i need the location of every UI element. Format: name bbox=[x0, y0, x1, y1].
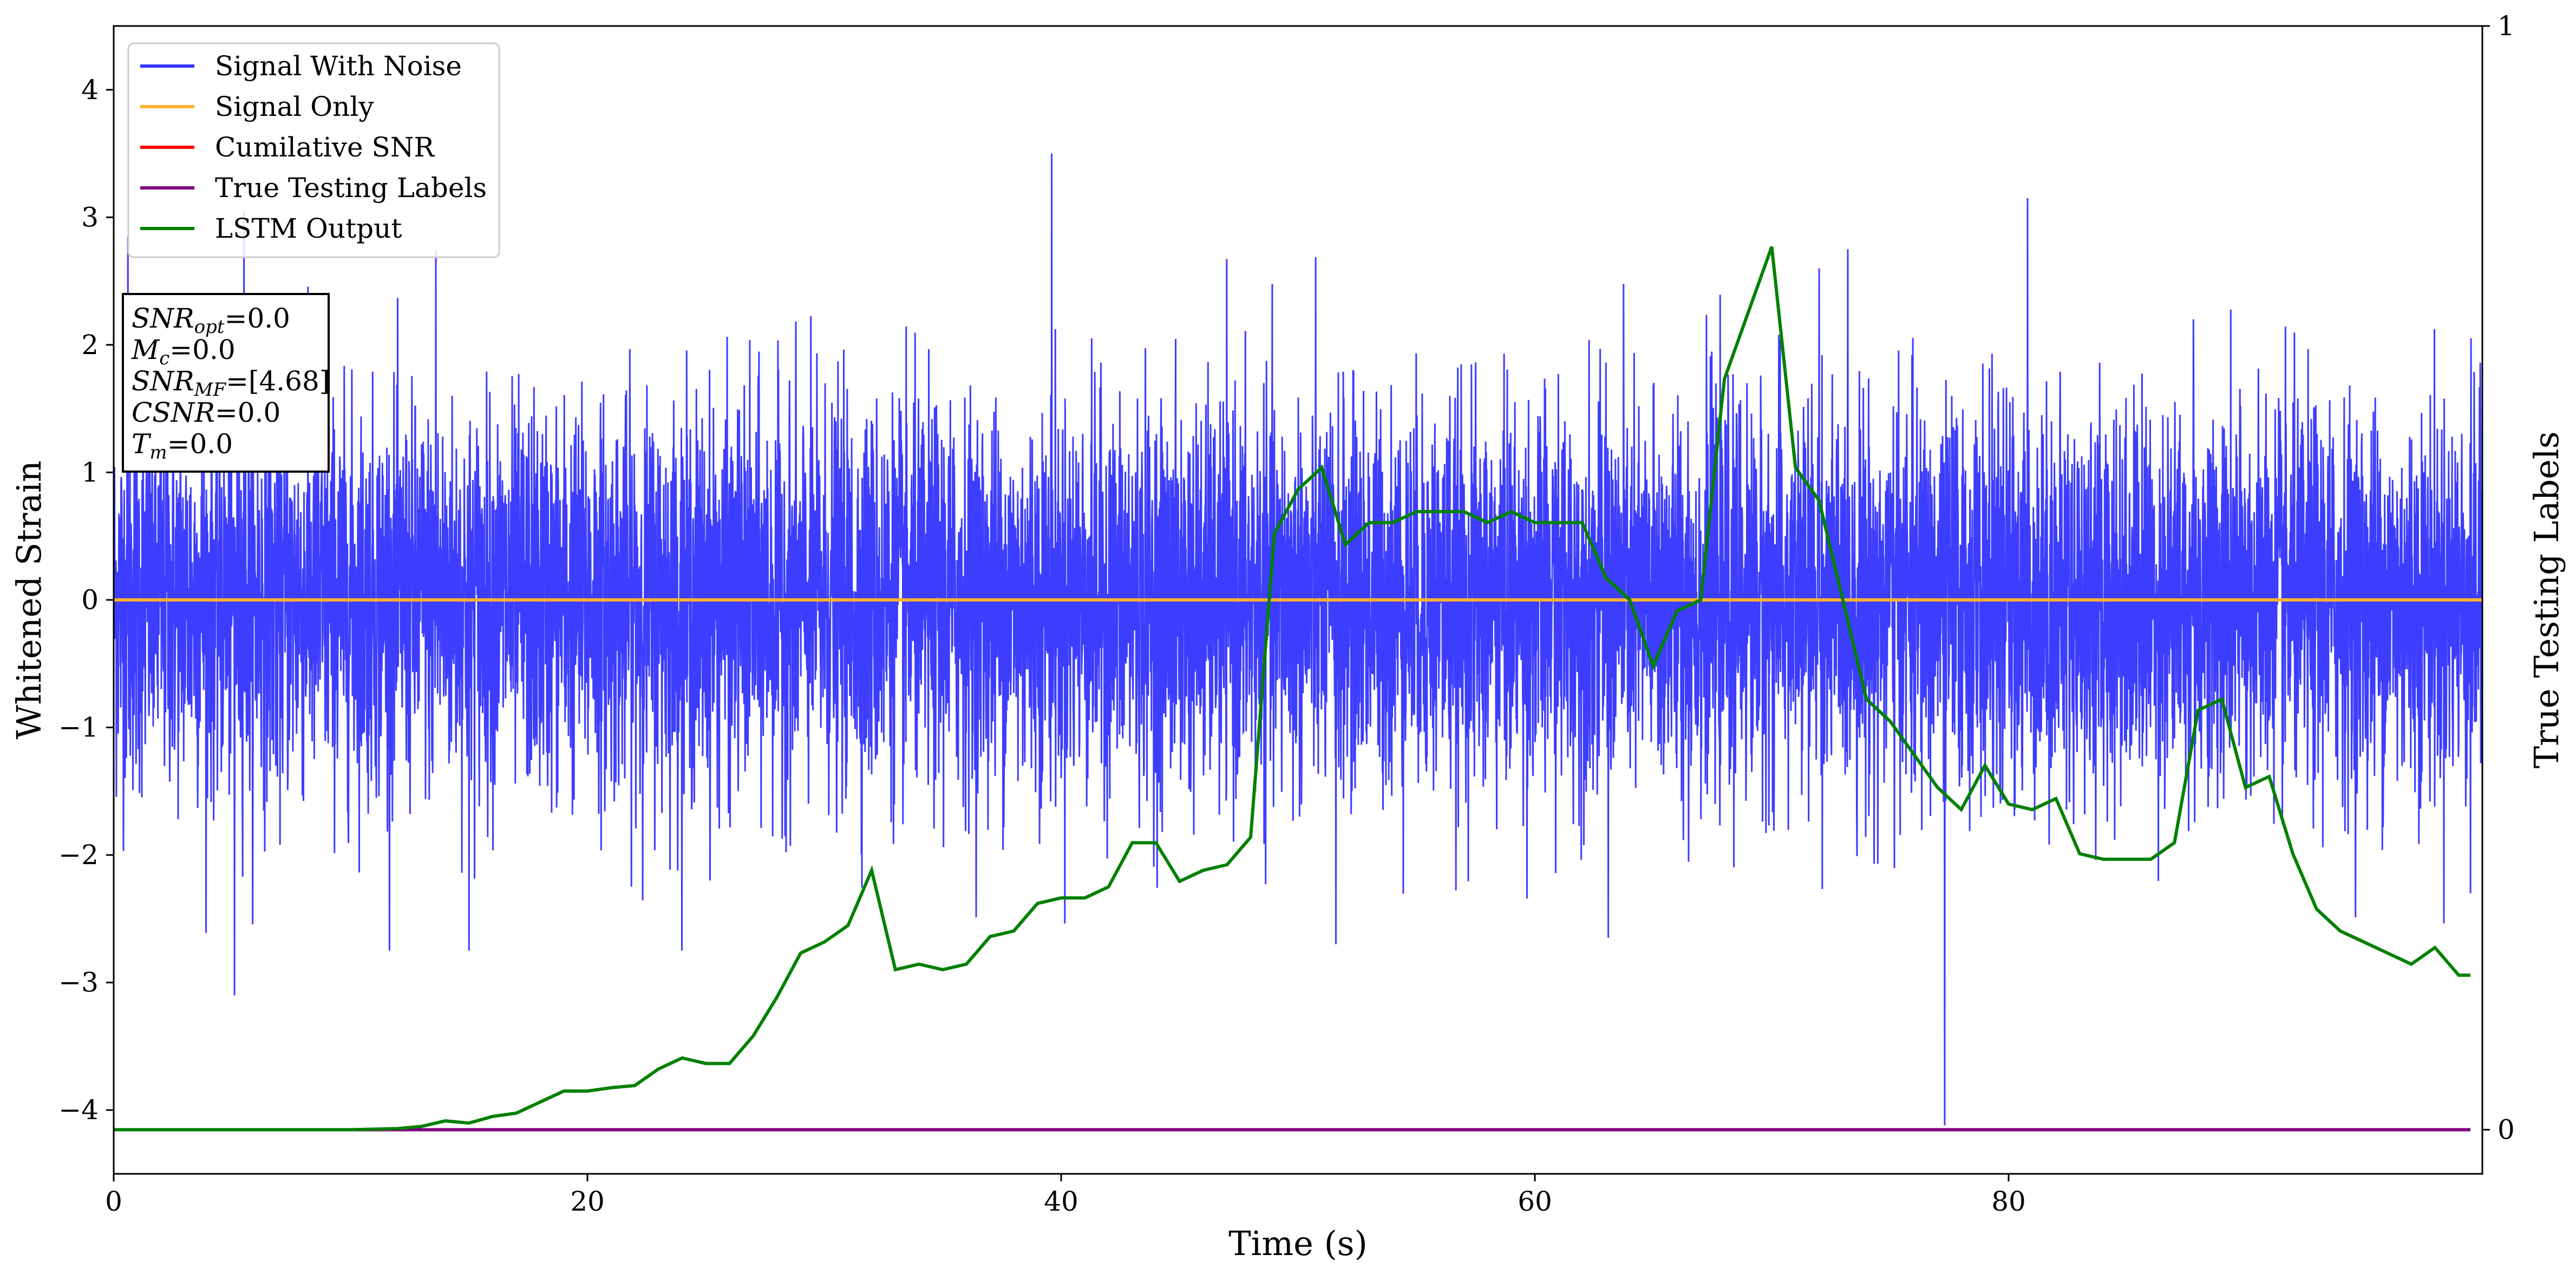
series-lstm-output bbox=[114, 246, 2471, 1132]
x-tick-label: 0 bbox=[105, 1186, 122, 1217]
x-axis-label: Time (s) bbox=[1228, 1224, 1368, 1263]
legend-label-lstm-output: LSTM Output bbox=[215, 213, 402, 244]
x-tick-label: 20 bbox=[570, 1186, 605, 1217]
y-tick-label: −2 bbox=[58, 839, 99, 871]
legend-label-signal-with-noise: Signal With Noise bbox=[215, 50, 462, 82]
y2-tick-label: 0 bbox=[2497, 1114, 2515, 1145]
info-line: Mc=0.0 bbox=[131, 334, 236, 369]
y-tick-label: 0 bbox=[81, 584, 99, 616]
plot-area bbox=[114, 153, 2482, 1132]
x-tick-label: 40 bbox=[1044, 1186, 1078, 1217]
y2-axis-label: True Testing Labels bbox=[2527, 432, 2566, 769]
y-tick-label: −3 bbox=[58, 967, 99, 998]
legend-label-cumilative-snr: Cumilative SNR bbox=[215, 132, 435, 163]
legend-box bbox=[127, 42, 500, 258]
y2-tick-label: 1 bbox=[2497, 10, 2515, 42]
info-line: Tm=0.0 bbox=[132, 428, 233, 463]
y-tick-label: 2 bbox=[81, 329, 99, 361]
legend-label-signal-only: Signal Only bbox=[215, 91, 374, 122]
info-line: CSNR=0.0 bbox=[132, 397, 280, 428]
info-line: SNRMF=[4.68] bbox=[132, 365, 330, 401]
y-tick-label: −4 bbox=[58, 1094, 99, 1126]
y-tick-label: −1 bbox=[58, 712, 99, 743]
y-axis-label: Whitened Strain bbox=[9, 461, 49, 740]
legend: Signal With Noise Signal Only Cumilative S… bbox=[127, 42, 500, 258]
series-signal-with-noise bbox=[114, 153, 2482, 1126]
x-tick-label: 80 bbox=[1991, 1186, 2026, 1217]
x-tick-label: 60 bbox=[1518, 1186, 1552, 1217]
info-box-frame bbox=[122, 293, 330, 473]
info-box: SNRopt=0.0Mc=0.0SNRMF=[4.68]CSNR=0.0Tm=0… bbox=[122, 293, 330, 473]
legend-label-true-testing-labels: True Testing Labels bbox=[215, 172, 487, 204]
y-tick-label: 3 bbox=[81, 201, 99, 233]
info-line: SNRopt=0.0 bbox=[132, 303, 290, 338]
y-tick-label: 4 bbox=[81, 74, 99, 106]
y-tick-label: 1 bbox=[81, 456, 99, 488]
